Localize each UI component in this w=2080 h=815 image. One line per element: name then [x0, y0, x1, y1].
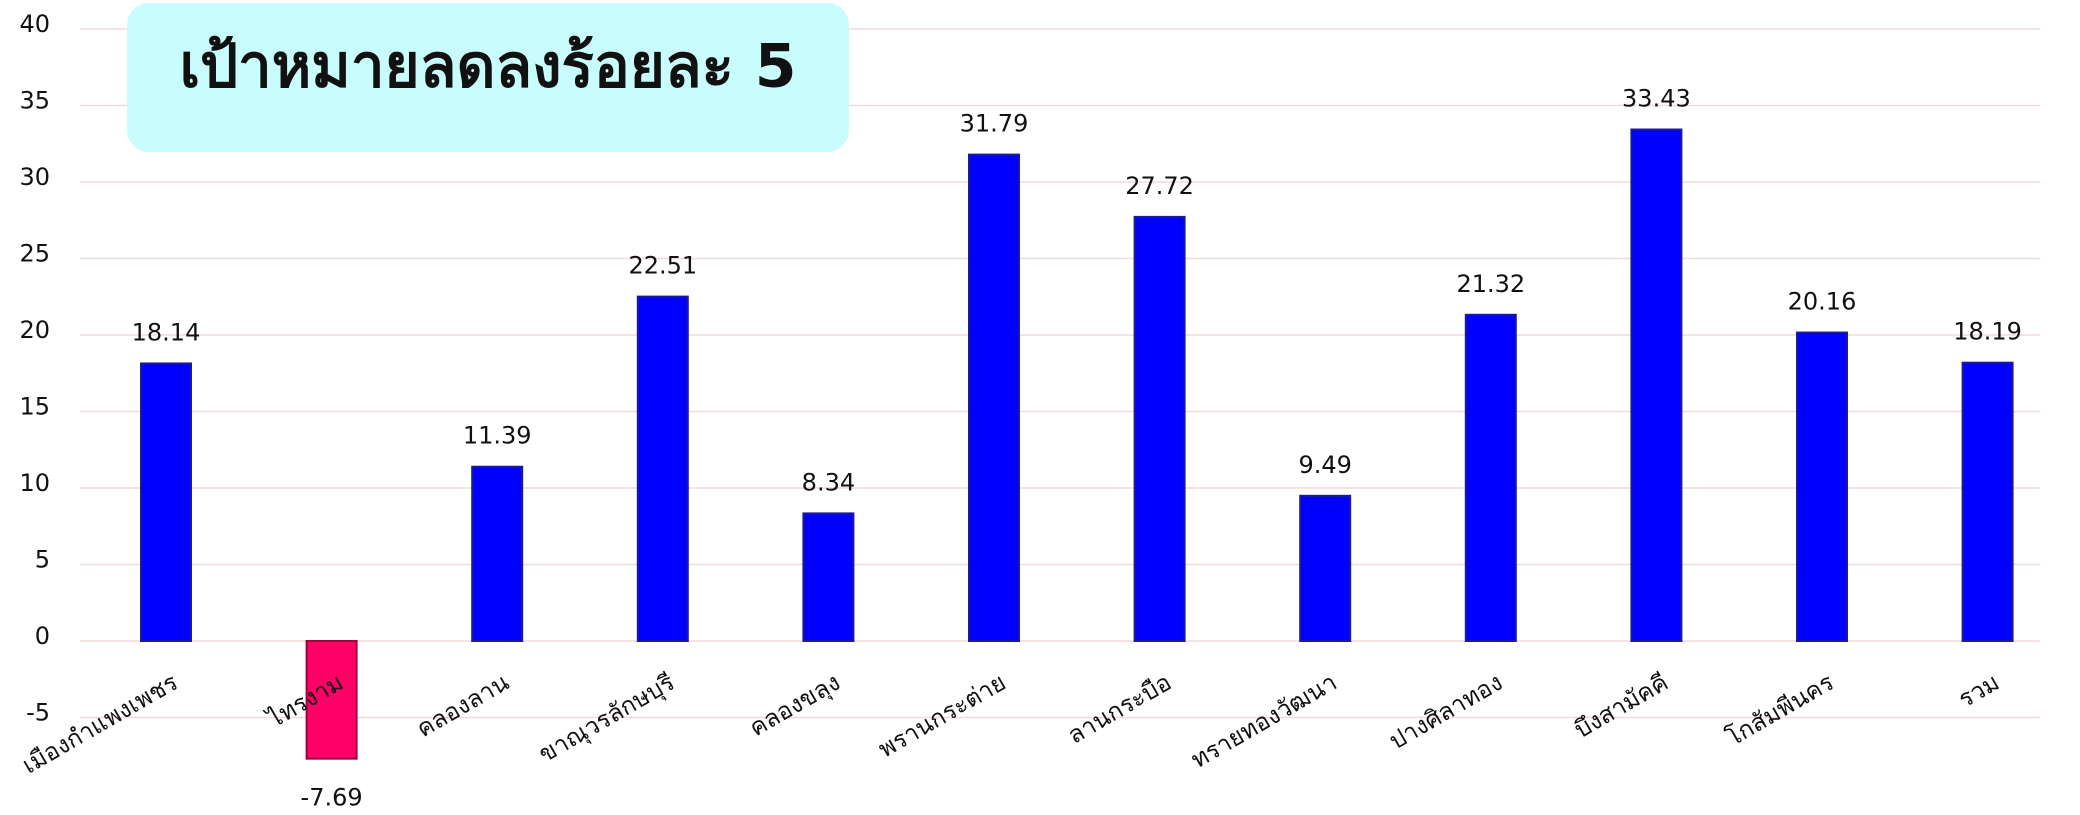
x-tick-label: ลานกระบือ [1063, 668, 1176, 750]
x-tick-label: รวม [1954, 668, 2005, 713]
title-box [127, 3, 849, 152]
y-tick-label: 25 [19, 240, 50, 268]
y-tick-label: 40 [19, 10, 50, 38]
data-label: 33.43 [1622, 85, 1691, 113]
bar [1630, 128, 1683, 642]
x-tick-label: บึงสามัคคี [1570, 668, 1673, 744]
x-tick-label: ทรายทองวัฒนา [1186, 668, 1341, 774]
bar [968, 153, 1020, 642]
data-label: 18.19 [1953, 318, 2022, 346]
bar [1299, 494, 1352, 643]
bar [1464, 313, 1517, 642]
bar [305, 640, 358, 760]
data-label: 18.14 [132, 318, 201, 346]
bar [1796, 331, 1848, 642]
data-label: 8.34 [802, 468, 855, 496]
data-label: 9.49 [1298, 451, 1351, 479]
data-label: 31.79 [960, 110, 1029, 138]
x-tick-label: พรานกระต่าย [873, 668, 1010, 763]
data-label: 21.32 [1456, 270, 1525, 298]
bar [1133, 215, 1186, 642]
y-tick-label: 30 [19, 163, 50, 191]
x-tick-label: ขาณุวรลักษบุรี [534, 668, 680, 769]
bar [140, 362, 192, 642]
data-label: 11.39 [463, 422, 532, 450]
y-tick-label: 5 [35, 546, 50, 574]
data-label: 22.51 [628, 252, 697, 280]
x-tick-label: โกสัมพีนคร [1721, 668, 1838, 752]
bar [802, 512, 855, 643]
y-tick-label: 0 [35, 622, 50, 650]
data-label: 27.72 [1125, 172, 1194, 200]
y-tick-label: 35 [19, 87, 50, 115]
y-tick-label: -5 [26, 699, 50, 727]
x-tick-label: ปางศิลาทอง [1384, 668, 1507, 755]
y-tick-label: 20 [19, 316, 50, 344]
data-label: 20.16 [1788, 288, 1857, 316]
y-tick-label: 10 [19, 469, 50, 497]
y-tick-label: 15 [19, 393, 50, 421]
x-tick-label: คลองขลุง [745, 668, 846, 743]
bar [1961, 361, 2014, 642]
data-label: -7.69 [301, 784, 363, 812]
bar [471, 465, 524, 642]
x-tick-label: คลองลาน [412, 668, 514, 743]
bar [636, 295, 689, 642]
chart-title: เป้าหมายลดลงร้อยละ 5 [179, 32, 796, 102]
